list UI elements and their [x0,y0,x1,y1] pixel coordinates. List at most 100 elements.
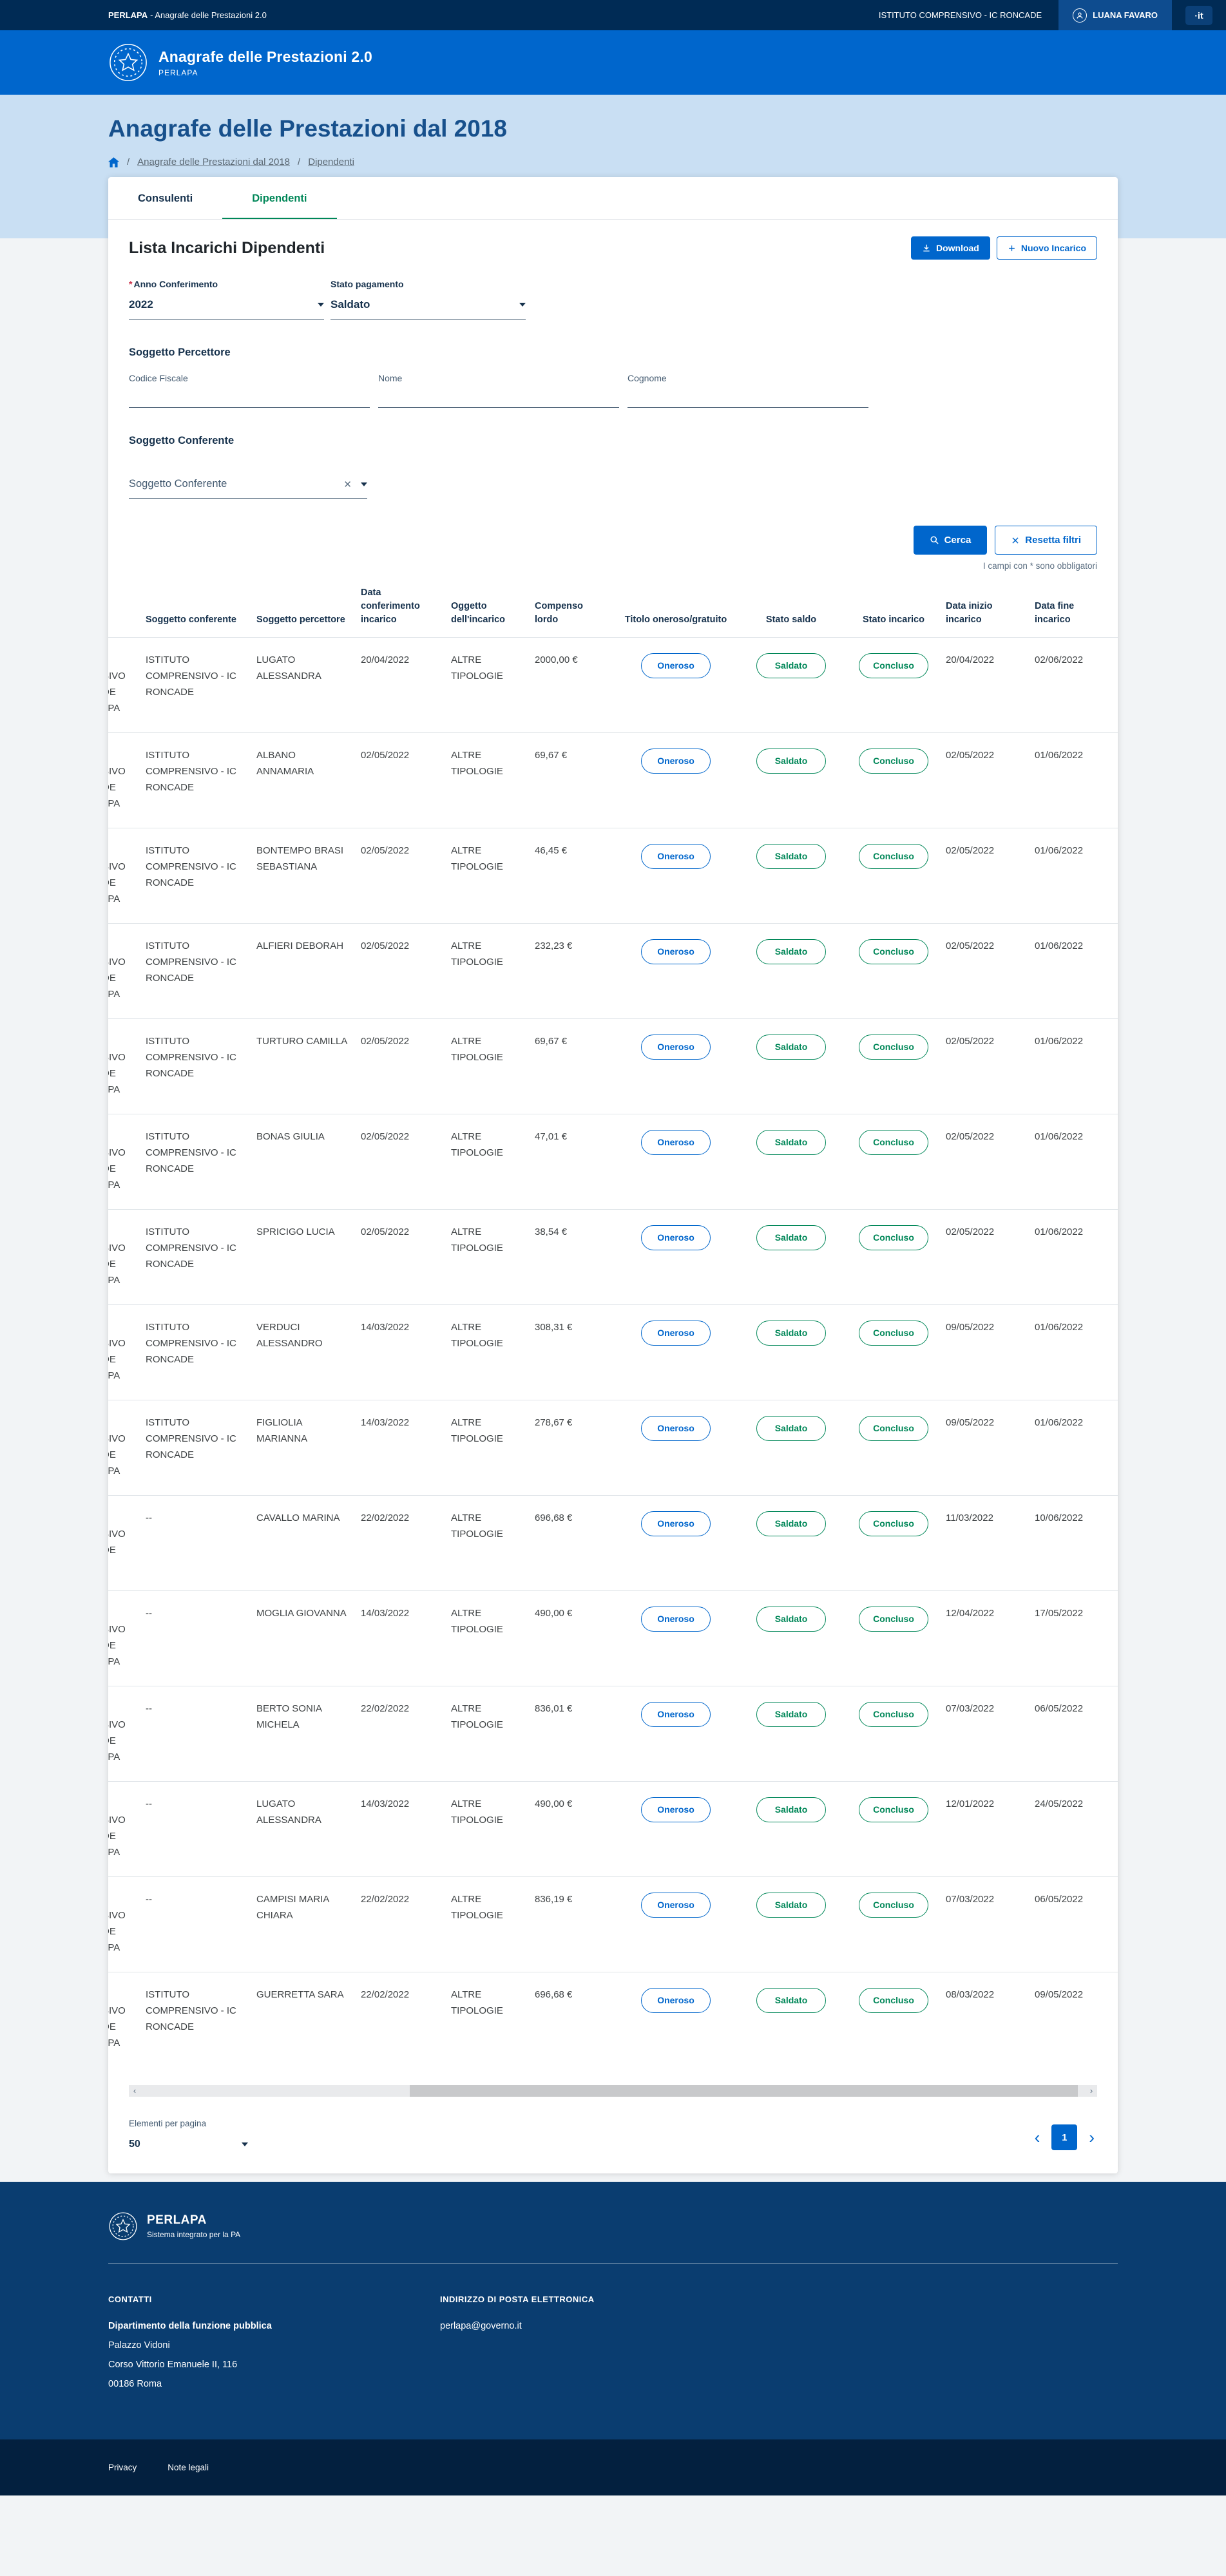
stato-incarico-badge: Concluso [859,1511,928,1536]
stato-saldo-badge: Saldato [756,1321,826,1346]
titolo-badge: Oneroso [641,1893,711,1918]
stato-incarico-badge: Concluso [859,653,928,678]
cell-data-fine: 09/05/2022 [1035,1989,1084,2000]
codice-fiscale-input[interactable] [129,383,370,408]
breadcrumb-link-dipendenti[interactable]: Dipendenti [308,157,354,167]
table-row[interactable]: SIVO DE -- CAVALLO MARINA 22/02/2022 ALT… [108,1495,1118,1590]
tab-dipendenti[interactable]: Dipendenti [222,177,337,219]
titolo-badge: Oneroso [641,1607,711,1632]
table-row[interactable]: SIVO DE aPA ISTITUTO COMPRENSIVO - IC RO… [108,1114,1118,1209]
table-row[interactable]: SIVO DE aPA -- BERTO SONIA MICHELA 22/02… [108,1686,1118,1781]
soggetto-conferente-placeholder: Soggetto Conferente [129,478,227,490]
resetta-filtri-button[interactable]: Resetta filtri [995,526,1097,555]
anno-conferimento-select[interactable]: 2022 [129,298,324,320]
cell-oggetto: ALTRE TIPOLOGIE [451,845,503,872]
scroll-right-icon[interactable]: › [1089,2086,1093,2095]
cell-soggetto-percettore: GUERRETTA SARA [256,1989,344,2000]
cell-oggetto: ALTRE TIPOLOGIE [451,1226,503,1254]
tabs-bar: Consulenti Dipendenti [108,177,1118,220]
cell-data-conferimento: 20/04/2022 [361,654,410,665]
cell-stato-incarico: Concluso [848,924,946,1018]
next-page-icon[interactable]: › [1089,2128,1095,2147]
cell-soggetto-percettore: LUGATO ALESSANDRA [256,654,321,682]
cognome-input[interactable] [627,383,868,408]
table-row[interactable]: SIVO DE aPA ISTITUTO COMPRENSIVO - IC RO… [108,732,1118,828]
cell-soggetto-conferente: ISTITUTO COMPRENSIVO - IC RONCADE [146,1131,236,1174]
horizontal-scrollbar[interactable]: ‹ › [129,2085,1097,2097]
cell-soggetto-conferente: ISTITUTO COMPRENSIVO - IC RONCADE [146,1226,236,1270]
home-icon[interactable] [108,157,119,167]
cell-oggetto: ALTRE TIPOLOGIE [451,1131,503,1158]
top-slim-bar: PERLAPA - Anagrafe delle Prestazioni 2.0… [0,0,1226,30]
page-number-button[interactable]: 1 [1051,2124,1078,2150]
cell-soggetto-conferente: ISTITUTO COMPRENSIVO - IC RONCADE [146,1417,236,1460]
cell-compenso: 696,68 € [535,1512,573,1523]
stato-pagamento-label: Stato pagamento [330,279,404,289]
table-header-row: Soggetto conferente Soggetto percettore … [108,586,1118,637]
cell-compenso: 308,31 € [535,1322,573,1333]
cell-titolo: Oneroso [617,1305,741,1400]
cell-data-inizio: 07/03/2022 [946,1894,995,1905]
soggetto-conferente-select[interactable]: Soggetto Conferente ✕ [129,478,367,499]
table-row[interactable]: SIVO DE aPA ISTITUTO COMPRENSIVO - IC RO… [108,1018,1118,1114]
column-header-cut [108,627,146,637]
nome-input[interactable] [378,383,619,408]
cell-soggetto-percettore: FIGLIOLIA MARIANNA [256,1417,308,1444]
cell-data-fine: 01/06/2022 [1035,1226,1084,1237]
table-row[interactable]: SIVO DE aPA ISTITUTO COMPRENSIVO - IC RO… [108,828,1118,923]
cell-clipped-fragment: SIVO DE aPA [108,1815,126,1858]
stato-pagamento-select[interactable]: Saldato [330,298,526,320]
cell-clipped-fragment: SIVO DE aPA [108,2005,126,2048]
clear-icon[interactable]: ✕ [343,479,352,490]
stato-saldo-badge: Saldato [756,1130,826,1155]
download-button[interactable]: Download [910,236,990,260]
cell-data-conferimento: 14/03/2022 [361,1417,410,1428]
user-menu[interactable]: LUANA FAVARO [1058,0,1172,30]
per-page-select[interactable]: 50 [129,2139,248,2150]
chevron-down-icon [361,482,367,486]
stato-saldo-badge: Saldato [756,939,826,964]
italy-emblem-logo[interactable] [108,43,148,82]
stato-incarico-badge: Concluso [859,939,928,964]
table-row[interactable]: SIVO DE aPA -- LUGATO ALESSANDRA 14/03/2… [108,1781,1118,1876]
table-row[interactable]: SIVO DE aPA ISTITUTO COMPRENSIVO - IC RO… [108,1304,1118,1400]
cell-data-inizio: 02/05/2022 [946,750,995,761]
cell-soggetto-percettore: VERDUCI ALESSANDRO [256,1322,323,1349]
cell-soggetto-percettore: LUGATO ALESSANDRA [256,1798,321,1826]
cell-titolo: Oneroso [617,1972,741,2067]
table-row[interactable]: SIVO DE aPA ISTITUTO COMPRENSIVO - IC RO… [108,1400,1118,1495]
scrollbar-thumb[interactable] [409,2085,1078,2097]
breadcrumb-link-anagrafe[interactable]: Anagrafe delle Prestazioni dal 2018 [137,157,291,167]
language-selector[interactable]: ·it [1185,5,1212,25]
cell-compenso: 38,54 € [535,1226,568,1237]
cell-stato-saldo: Saldato [741,1019,848,1114]
cell-oggetto: ALTRE TIPOLOGIE [451,654,503,682]
table-row[interactable]: SIVO DE aPA ISTITUTO COMPRENSIVO - IC RO… [108,637,1118,732]
previous-page-icon[interactable]: ‹ [1034,2128,1040,2147]
download-label: Download [935,243,979,253]
table-row[interactable]: SIVO DE aPA -- CAMPISI MARIA CHIARA 22/0… [108,1876,1118,1972]
nuovo-incarico-button[interactable]: Nuovo Incarico [996,236,1097,260]
per-page-value: 50 [129,2139,140,2150]
anno-conferimento-label: * Anno Conferimento [129,279,218,289]
table-row[interactable]: SIVO DE aPA ISTITUTO COMPRENSIVO - IC RO… [108,923,1118,1018]
scroll-left-icon[interactable]: ‹ [133,2086,137,2095]
cell-soggetto-percettore: ALFIERI DEBORAH [256,940,344,951]
privacy-link[interactable]: Privacy [108,2463,137,2472]
footer-email-link[interactable]: perlapa@governo.it [440,2321,522,2331]
cell-data-conferimento: 22/02/2022 [361,1989,410,2000]
cell-oggetto: ALTRE TIPOLOGIE [451,1417,503,1444]
cell-oggetto: ALTRE TIPOLOGIE [451,1703,503,1730]
note-legali-link[interactable]: Note legali [168,2463,209,2472]
cell-data-fine: 01/06/2022 [1035,940,1084,951]
table-row[interactable]: SIVO DE aPA ISTITUTO COMPRENSIVO - IC RO… [108,1972,1118,2067]
cell-soggetto-conferente: -- [146,1798,152,1809]
tab-consulenti[interactable]: Consulenti [138,193,193,204]
table-row[interactable]: SIVO DE aPA ISTITUTO COMPRENSIVO - IC RO… [108,1209,1118,1304]
table-row[interactable]: SIVO DE aPA -- MOGLIA GIOVANNA 14/03/202… [108,1590,1118,1686]
cerca-button[interactable]: Cerca [913,526,988,555]
cell-data-conferimento: 14/03/2022 [361,1322,410,1333]
cell-compenso: 836,01 € [535,1703,573,1714]
cell-compenso: 46,45 € [535,845,568,856]
breadcrumb: / Anagrafe delle Prestazioni dal 2018 / … [108,157,1226,167]
